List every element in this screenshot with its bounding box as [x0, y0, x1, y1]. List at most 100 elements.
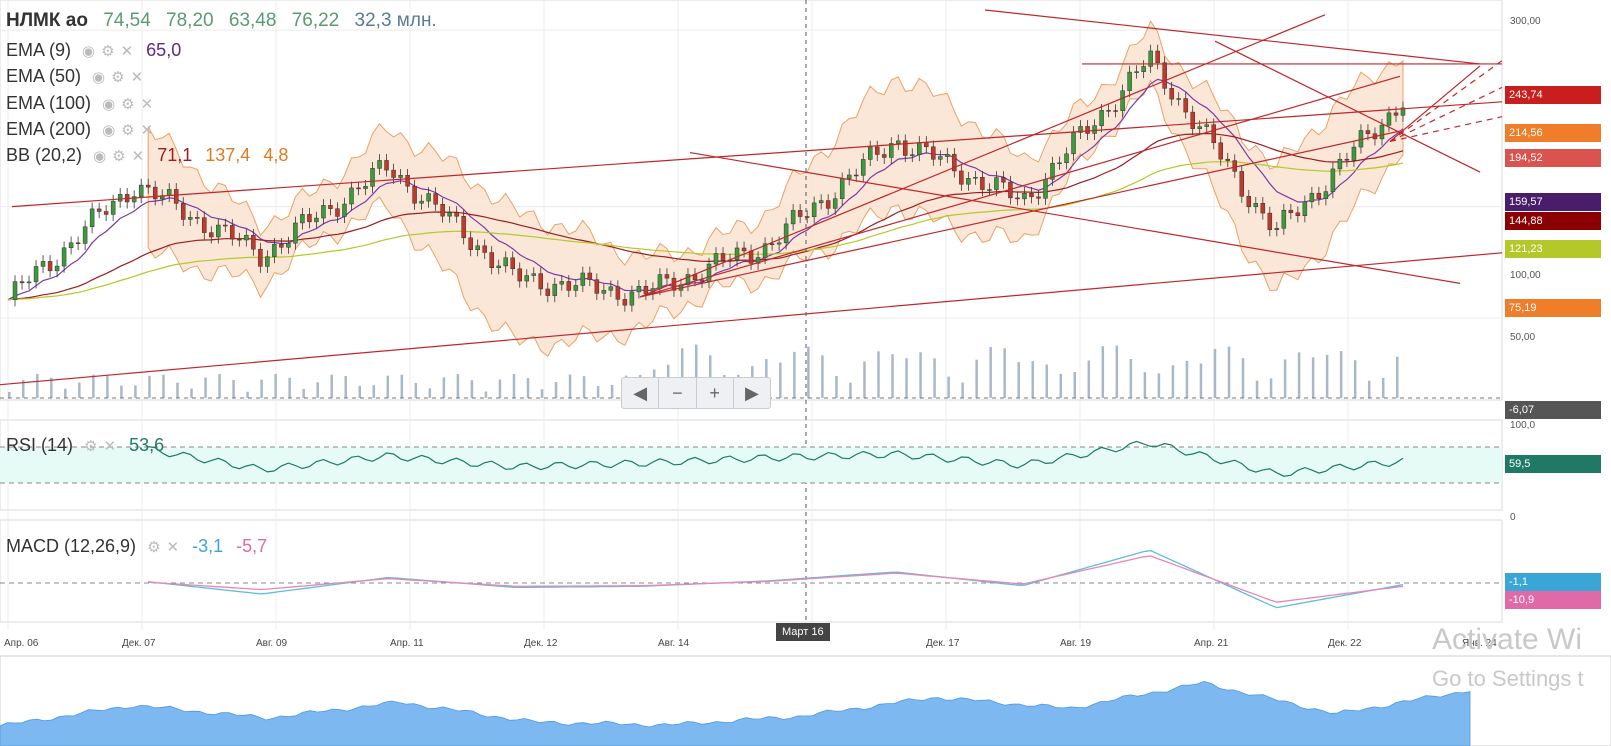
x-tick-label: Апр. 06 [4, 638, 39, 649]
candle-body [1176, 98, 1181, 100]
volume-bar [1101, 346, 1105, 398]
scroll-left-button[interactable]: ◀ [622, 378, 660, 408]
close-icon[interactable]: ✕ [140, 96, 154, 113]
volume-bar [1045, 364, 1048, 398]
volume-bar [975, 359, 978, 398]
volume-bar [1381, 377, 1385, 398]
volume-bar [498, 379, 502, 398]
candle-body [1295, 212, 1301, 216]
candle-body [1183, 98, 1188, 113]
candle-body [145, 184, 151, 188]
volume-bar [891, 354, 894, 398]
trendline-channel [984, 9, 1481, 65]
volume-bar [709, 355, 712, 398]
candle-body [720, 253, 726, 261]
candle-body [699, 279, 705, 282]
candle-body [517, 268, 522, 282]
gear-icon[interactable]: ⚙ [121, 122, 135, 139]
candle-body [755, 257, 761, 264]
indicator-label: BB (20,2) [6, 145, 83, 165]
volume-bar [1311, 357, 1315, 398]
candle-body [1064, 153, 1069, 164]
zoom-out-button[interactable]: − [659, 378, 697, 408]
gear-icon[interactable]: ⚙ [112, 148, 126, 165]
volume-bar [134, 385, 137, 398]
volume-bar [456, 374, 460, 398]
candle-body [552, 283, 558, 296]
rsi-tag: 59,5 [1505, 455, 1601, 473]
candle-body [1260, 203, 1266, 214]
volume-bar [568, 374, 572, 398]
candle-body [223, 224, 228, 227]
volume-bar [428, 388, 432, 398]
candle-body [314, 217, 319, 223]
volume-bar [1227, 346, 1231, 398]
eye-icon[interactable]: ◉ [102, 122, 116, 139]
close-icon[interactable]: ✕ [131, 148, 145, 165]
bollinger-band [147, 20, 1404, 358]
trendline-support [0, 252, 1503, 386]
candle-body [440, 204, 445, 217]
close-icon[interactable]: ✕ [130, 69, 144, 86]
gear-icon[interactable]: ⚙ [84, 438, 98, 455]
indicator-label: EMA (100) [6, 93, 92, 113]
gear-icon[interactable]: ⚙ [111, 69, 125, 86]
volume-bar [1143, 372, 1147, 398]
volume-bar [1017, 362, 1020, 398]
volume-bar [1171, 365, 1175, 398]
candle-body [839, 178, 845, 199]
eye-icon[interactable]: ◉ [82, 43, 96, 60]
candle-body [713, 253, 719, 265]
close-icon[interactable]: ✕ [103, 438, 117, 455]
candle-body [489, 252, 494, 268]
y-tick-label: 300,00 [1510, 16, 1541, 27]
price-tag: 121,23 [1505, 240, 1601, 258]
eye-icon[interactable]: ◉ [102, 96, 116, 113]
volume-bar [1395, 356, 1399, 398]
volume-bar [274, 374, 277, 398]
candle-body [216, 224, 221, 238]
scroll-right-button[interactable]: ▶ [744, 383, 759, 403]
candle-body [608, 286, 614, 291]
candle-body [1190, 111, 1195, 129]
candle-body [1050, 162, 1055, 180]
candle-body [1022, 193, 1027, 200]
candle-body [475, 245, 480, 250]
indicator-bb: BB (20,2) ◉ ⚙ ✕ 71,1 137,4 4,8 [6, 145, 288, 166]
candle-body [643, 286, 649, 294]
candle-body [1043, 179, 1048, 199]
candle-body [1239, 171, 1245, 197]
close-icon[interactable]: ✕ [166, 539, 180, 556]
volume-bar [1199, 363, 1203, 398]
volume-bar [1241, 358, 1245, 398]
candle-body [1232, 160, 1238, 172]
candle-body [1001, 177, 1006, 183]
x-tick-label: Дек. 07 [122, 638, 156, 649]
close-icon[interactable]: ✕ [120, 43, 134, 60]
candle-body [797, 210, 803, 217]
volume-bar [484, 391, 488, 398]
candle-body [433, 193, 438, 205]
eye-icon[interactable]: ◉ [93, 148, 107, 165]
macd-legend: MACD (12,26,9) ⚙ ✕ -3,1 -5,7 [6, 536, 267, 557]
volume-bar [260, 379, 263, 398]
volume-bar [526, 377, 530, 398]
volume-bar [1087, 360, 1091, 398]
volume-bar [1353, 360, 1357, 398]
close-icon[interactable]: ✕ [140, 122, 154, 139]
volume-bar [8, 392, 11, 398]
eye-icon[interactable]: ◉ [92, 69, 106, 86]
gear-icon[interactable]: ⚙ [147, 539, 161, 556]
candle-body [54, 265, 60, 272]
volume-bar [1367, 380, 1371, 398]
candle-body [601, 290, 607, 294]
candle-body [342, 203, 347, 217]
zoom-in-button[interactable]: + [697, 378, 734, 408]
candle-body [328, 205, 333, 209]
volume-bar [78, 382, 81, 398]
volume-bar [849, 382, 852, 398]
candle-body [1323, 191, 1329, 199]
gear-icon[interactable]: ⚙ [101, 43, 115, 60]
gear-icon[interactable]: ⚙ [121, 96, 135, 113]
